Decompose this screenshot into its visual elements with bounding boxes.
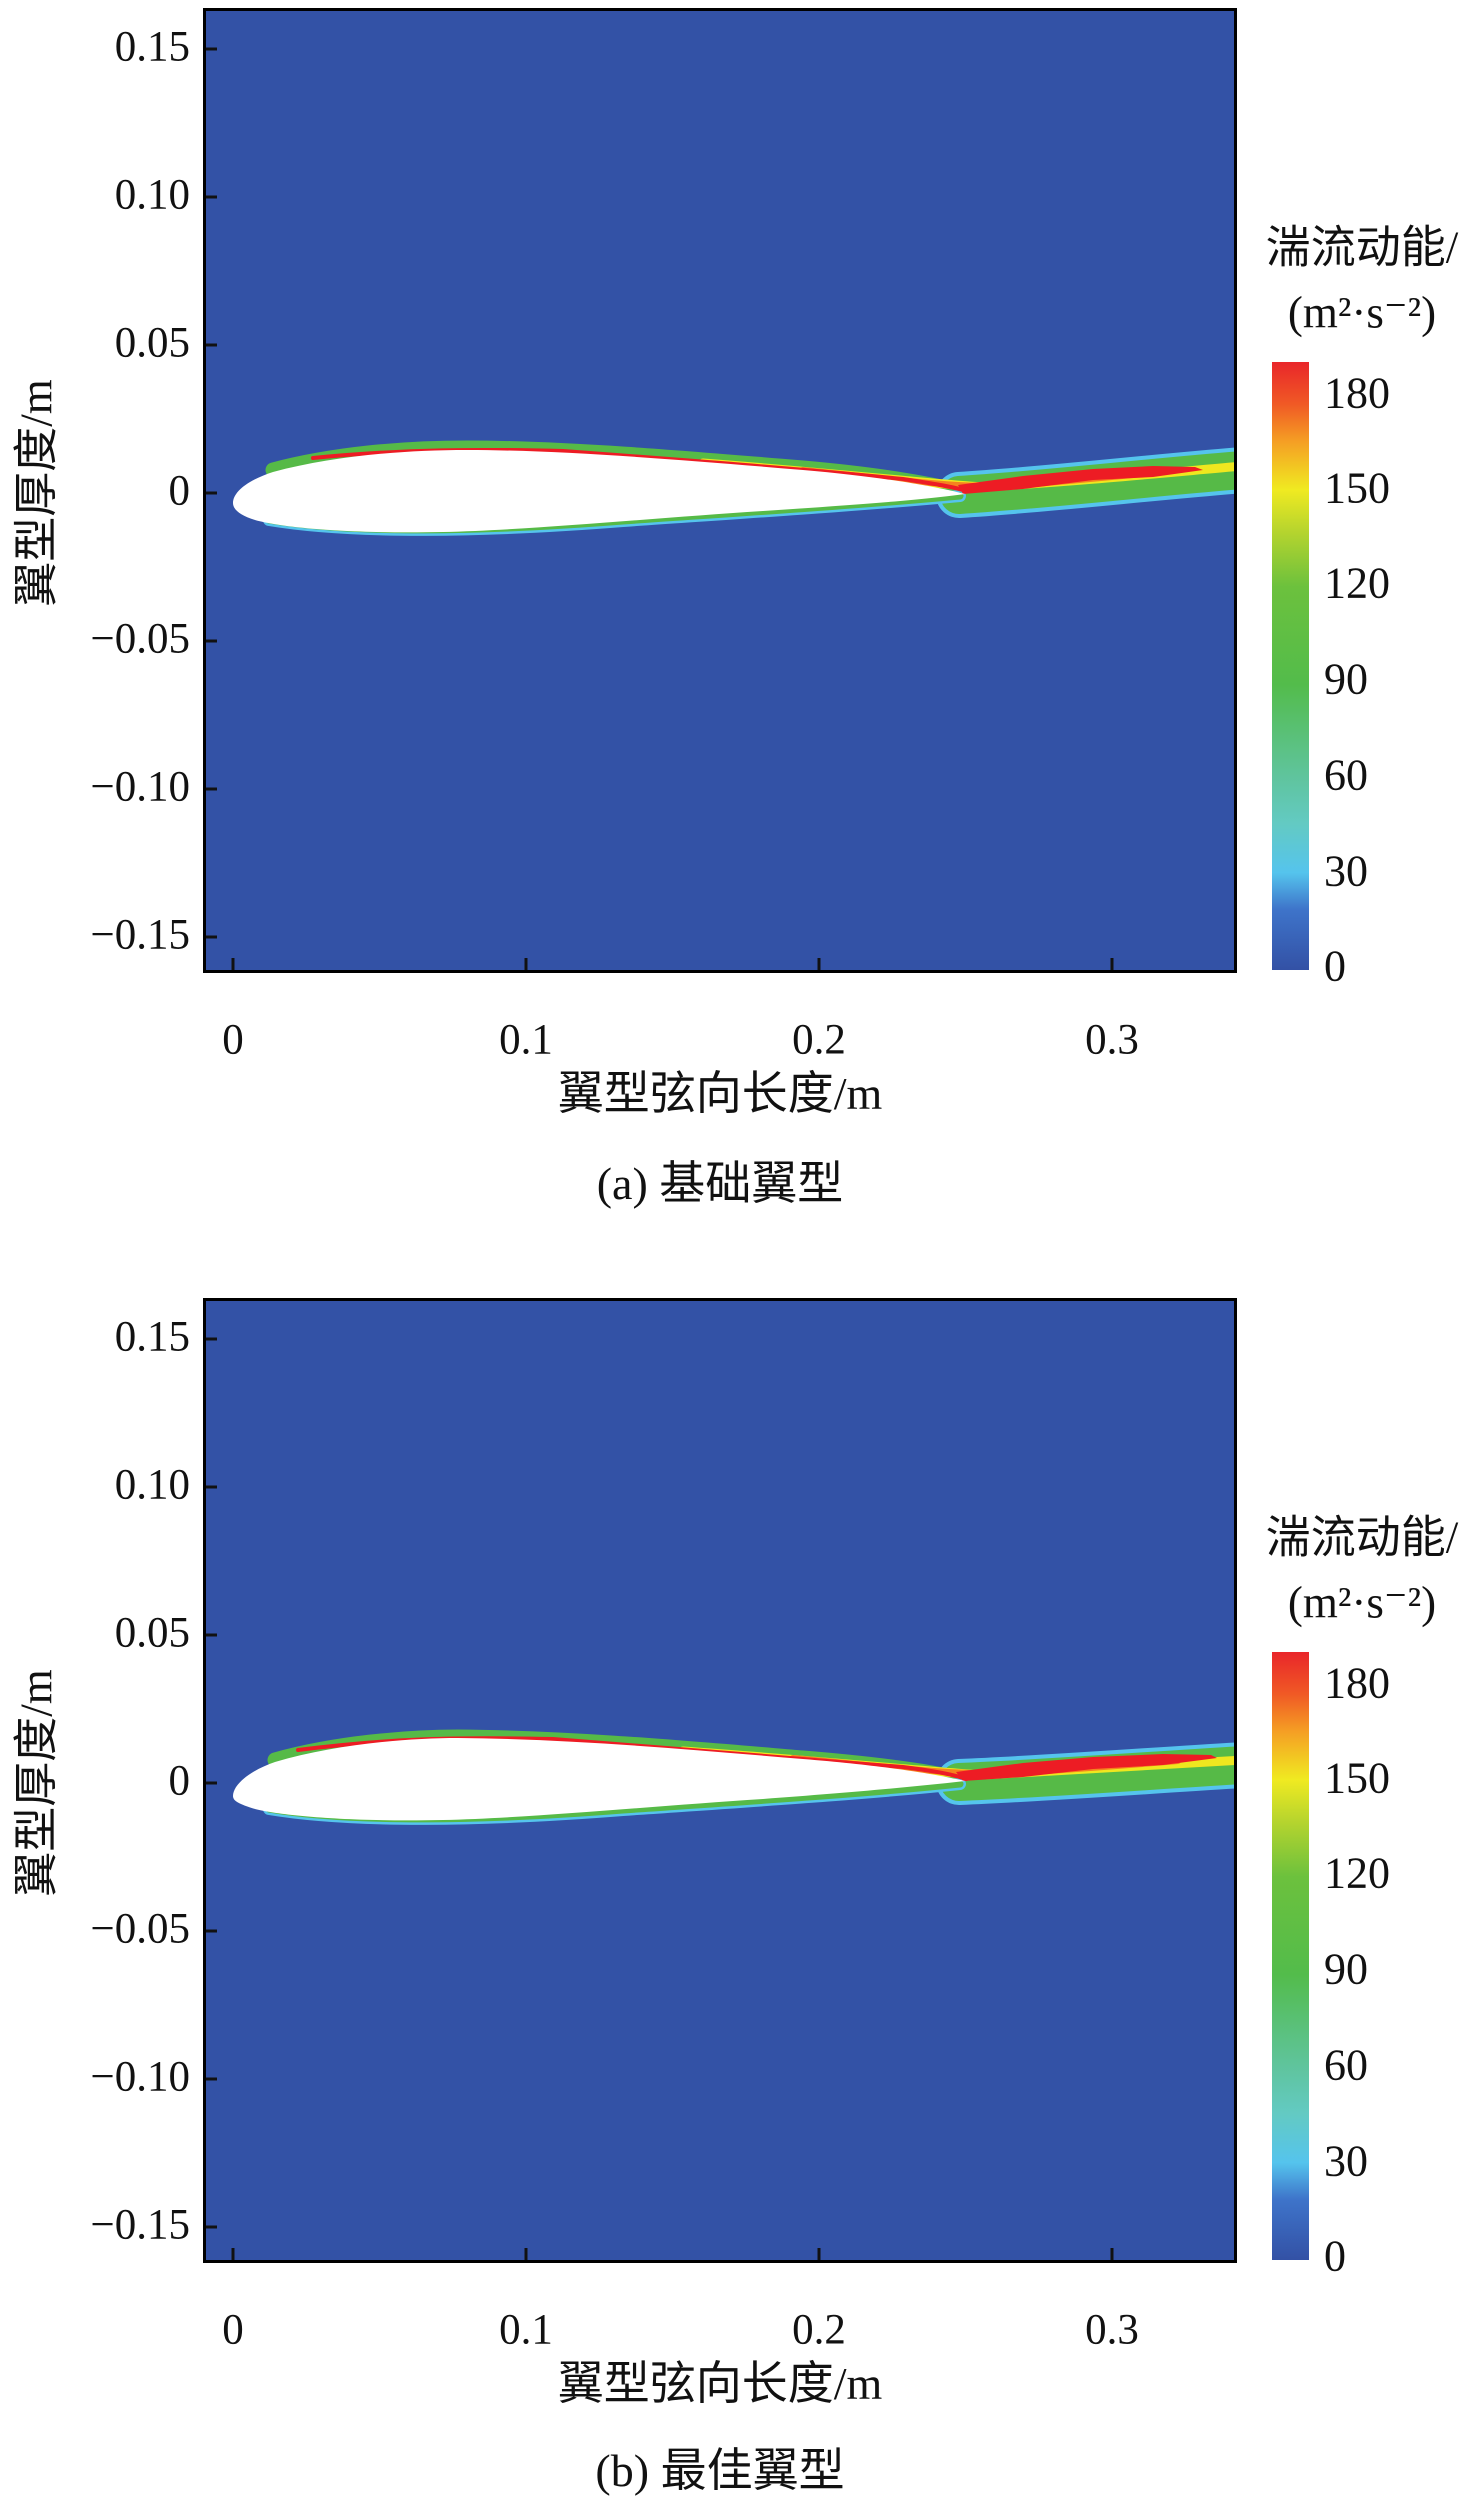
cb-tick-a-0: 0 [1324, 941, 1346, 991]
y-tick-b-2: 0.05 [114, 1609, 190, 1657]
y-tick-b-1: 0.10 [114, 1461, 190, 1509]
y-tick-a-3: 0 [168, 467, 191, 515]
y-tick-a-0: 0.15 [114, 23, 190, 71]
colorbar-b [1272, 1652, 1309, 2260]
x-axis-label-a: 翼型弦向长度/m [557, 1068, 883, 1119]
colorbar-title-b: 湍流动能/ [1265, 1512, 1459, 1563]
tke-contour-b [203, 1298, 1237, 2263]
cb-tick-a-150: 150 [1324, 463, 1390, 513]
tke-contour-a [203, 8, 1237, 973]
colorbar-a [1272, 362, 1309, 970]
y-tick-a-2: 0.05 [114, 319, 190, 367]
y-tick-a-5: −0.10 [90, 763, 190, 811]
cb-tick-b-150: 150 [1324, 1753, 1390, 1803]
y-tick-a-6: −0.15 [90, 911, 190, 959]
x-axis-label-b: 翼型弦向长度/m [557, 2358, 883, 2409]
colorbar-title-a: 湍流动能/ [1265, 222, 1459, 273]
cb-tick-a-90: 90 [1324, 654, 1368, 704]
cb-tick-b-60: 60 [1324, 2040, 1368, 2090]
x-tick-a-1: 0.1 [499, 1016, 553, 1064]
cb-tick-b-120: 120 [1324, 1848, 1390, 1898]
cb-tick-b-180: 180 [1324, 1658, 1390, 1708]
colorbar-units-a: (m²·s⁻²) [1287, 287, 1437, 338]
y-tick-b-6: −0.15 [90, 2201, 190, 2249]
caption-b: (b) 最佳翼型 [595, 2445, 845, 2496]
x-tick-b-3: 0.3 [1085, 2306, 1139, 2354]
cb-tick-a-60: 60 [1324, 750, 1368, 800]
y-tick-b-3: 0 [168, 1757, 191, 1805]
cb-tick-b-0: 0 [1324, 2231, 1346, 2281]
y-tick-a-1: 0.10 [114, 171, 190, 219]
x-tick-b-2: 0.2 [792, 2306, 846, 2354]
plot-area-a [203, 8, 1237, 973]
y-tick-b-5: −0.10 [90, 2053, 190, 2101]
caption-a: (a) 基础翼型 [596, 1158, 844, 1209]
cb-tick-a-30: 30 [1324, 846, 1368, 896]
y-tick-a-4: −0.05 [90, 615, 190, 663]
x-tick-a-0: 0 [222, 1016, 244, 1064]
colorbar-units-b: (m²·s⁻²) [1287, 1577, 1437, 1628]
cb-tick-a-120: 120 [1324, 558, 1390, 608]
x-tick-b-1: 0.1 [499, 2306, 553, 2354]
plot-area-b [203, 1298, 1237, 2263]
cb-tick-a-180: 180 [1324, 368, 1390, 418]
x-tick-a-2: 0.2 [792, 1016, 846, 1064]
y-tick-b-0: 0.15 [114, 1313, 190, 1361]
x-tick-a-3: 0.3 [1085, 1016, 1139, 1064]
y-tick-b-4: −0.05 [90, 1905, 190, 1953]
cb-tick-b-30: 30 [1324, 2136, 1368, 2186]
x-tick-b-0: 0 [222, 2306, 244, 2354]
cb-tick-b-90: 90 [1324, 1944, 1368, 1994]
